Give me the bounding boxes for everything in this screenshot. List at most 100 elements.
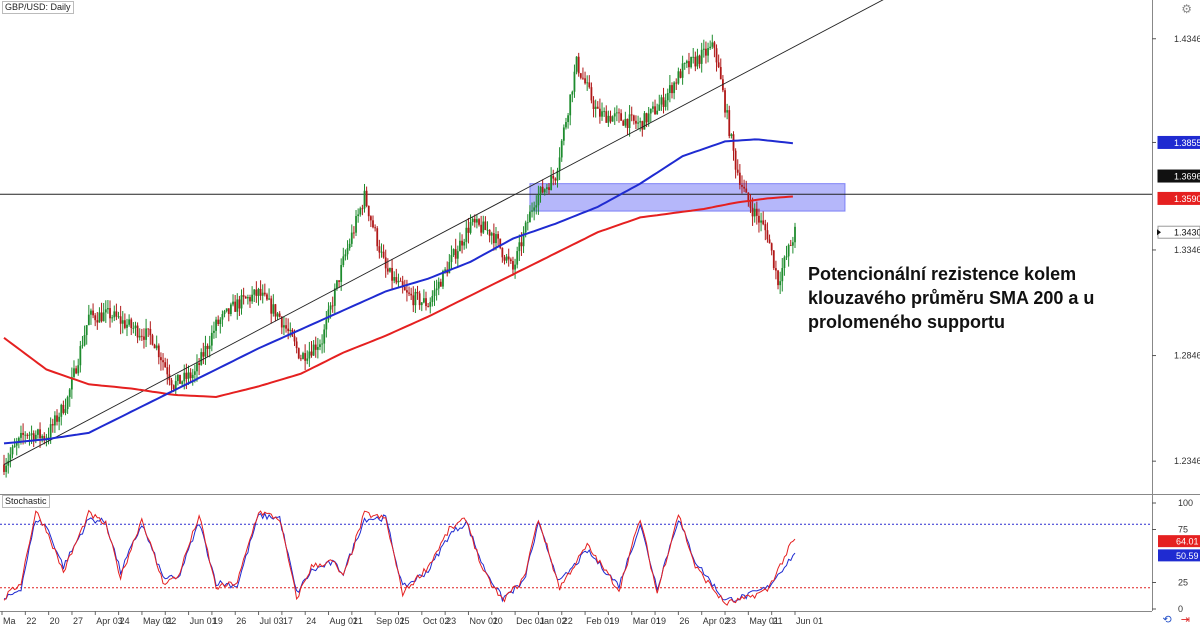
- candle-body: [777, 270, 779, 286]
- candle-body: [20, 432, 22, 438]
- candle-body: [590, 87, 593, 101]
- candle-body: [336, 280, 338, 289]
- candle-body: [365, 190, 368, 206]
- price-axis[interactable]: 1.43461.38551.33461.28461.23461.38551.36…: [1152, 34, 1200, 466]
- candle-body: [579, 73, 582, 78]
- time-tick-label: 21: [773, 616, 783, 626]
- time-tick-label: Ma: [3, 616, 16, 626]
- candle-body: [681, 63, 684, 78]
- time-tick-label: 26: [236, 616, 246, 626]
- stochastic-value-box: [1158, 549, 1200, 562]
- candle-body: [227, 308, 230, 314]
- candle-body: [130, 319, 133, 329]
- price-value-label: 1.3855: [1174, 138, 1200, 148]
- stochastic-axis[interactable]: 100 75 25 0 64.01 50.59: [1152, 498, 1200, 614]
- candle-body: [592, 100, 595, 109]
- candle-body: [302, 353, 304, 359]
- candle-body: [698, 55, 701, 64]
- candle-body: [83, 335, 86, 346]
- candle-body: [613, 113, 616, 117]
- candle-body: [609, 115, 612, 122]
- candle-body: [391, 267, 393, 281]
- candle-body: [289, 329, 292, 332]
- candle-body: [234, 301, 237, 312]
- candle-body: [467, 227, 470, 233]
- candle-body: [694, 56, 697, 67]
- candle-body: [102, 312, 105, 322]
- candle-body: [149, 328, 152, 336]
- candle-body: [469, 222, 472, 233]
- candle-body: [514, 264, 516, 270]
- candle-body: [484, 221, 487, 230]
- candle-body: [41, 436, 44, 439]
- candle-body: [492, 233, 495, 244]
- candle-body: [382, 251, 385, 258]
- candle-body: [524, 222, 527, 233]
- candle-body: [119, 316, 122, 324]
- candle-body: [70, 376, 73, 390]
- sync-icon[interactable]: ⟲: [1162, 614, 1172, 626]
- candle-body: [299, 358, 302, 360]
- candle-body: [62, 404, 65, 413]
- candle-body: [696, 55, 699, 67]
- candle-body: [268, 298, 270, 300]
- candle-body: [183, 372, 186, 382]
- candle-body: [85, 325, 88, 336]
- candle-body: [359, 208, 362, 215]
- candle-body: [781, 268, 784, 282]
- time-tick-label: Dec 01: [516, 616, 545, 626]
- candle-body: [635, 120, 637, 124]
- sma200-line: [3, 195, 793, 399]
- candle-body: [60, 404, 63, 417]
- candle-body: [162, 360, 164, 363]
- candle-body: [668, 85, 671, 93]
- candle-body: [9, 454, 12, 461]
- candle-body: [624, 118, 627, 126]
- stochastic-pane[interactable]: [0, 509, 1152, 606]
- candle-body: [586, 82, 589, 84]
- candle-body: [215, 319, 217, 331]
- candle-body: [545, 187, 548, 190]
- candle-body: [325, 319, 328, 330]
- candle-body: [327, 309, 330, 320]
- candle-body: [552, 175, 555, 179]
- time-tick-label: 21: [353, 616, 363, 626]
- candle-body: [480, 224, 483, 233]
- candle-body: [758, 215, 760, 223]
- stochastic-k-line: [3, 509, 796, 606]
- candle-body: [344, 254, 347, 257]
- candle-body: [622, 120, 625, 126]
- candle-body: [79, 346, 82, 366]
- candle-body: [94, 315, 97, 321]
- candle-body: [766, 230, 769, 240]
- navigate-icon[interactable]: ⇥: [1180, 614, 1190, 626]
- stochastic-tick-label: 0: [1178, 604, 1183, 614]
- candle-body: [677, 71, 680, 84]
- candle-body: [259, 288, 262, 296]
- candle-body: [526, 222, 529, 224]
- candle-body: [179, 374, 181, 384]
- candle-body: [331, 305, 334, 307]
- candle-body: [539, 186, 542, 195]
- candle-body: [285, 325, 287, 329]
- candle-body: [509, 259, 512, 262]
- gear-icon[interactable]: ⚙: [1181, 2, 1192, 16]
- time-tick-label: May 01: [749, 616, 779, 626]
- candle-body: [497, 234, 500, 239]
- candle-body: [198, 363, 200, 365]
- candle-body: [181, 381, 184, 384]
- price-pane[interactable]: [0, 0, 1152, 478]
- candle-body: [707, 48, 709, 56]
- candle-body: [223, 311, 226, 315]
- candle-body: [270, 298, 273, 314]
- candle-body: [594, 106, 597, 109]
- stochastic-value-label: 64.01: [1176, 537, 1199, 547]
- candle-body: [490, 233, 493, 236]
- candle-body: [541, 186, 544, 193]
- candle-body: [342, 256, 345, 265]
- candle-body: [53, 415, 56, 426]
- candle-body: [87, 314, 90, 326]
- price-tick-label: 1.4346: [1174, 34, 1200, 44]
